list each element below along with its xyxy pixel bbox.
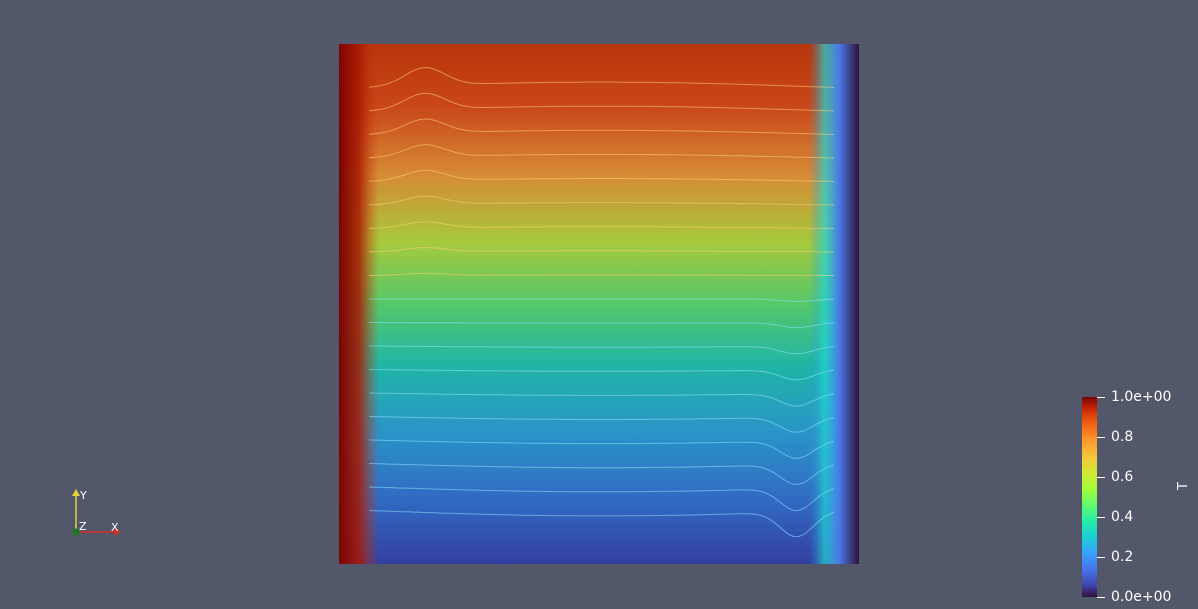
isoline <box>368 118 835 135</box>
temperature-field-plot[interactable] <box>339 44 859 564</box>
z-axis-dot <box>72 528 80 536</box>
left-hot-wall <box>339 44 379 564</box>
colorbar-tick-label: 0.4 <box>1111 509 1134 525</box>
orientation-axes-svg: Y X Z <box>72 489 121 536</box>
right-cold-wall <box>809 44 859 564</box>
isoline <box>369 322 835 329</box>
z-axis-label: Z <box>79 520 87 533</box>
orientation-axes: Y X Z <box>60 484 130 544</box>
colorbar-tick <box>1097 397 1105 398</box>
isoline <box>368 221 835 229</box>
isoline <box>369 298 835 302</box>
isoline <box>368 144 835 159</box>
colorbar-gradient <box>1082 397 1097 597</box>
isoline <box>368 510 835 538</box>
y-axis-label: Y <box>79 489 87 502</box>
isoline <box>368 169 835 182</box>
colorbar-tick-label: 0.0e+00 <box>1111 589 1172 605</box>
isoline <box>368 67 835 88</box>
x-axis-label: X <box>111 521 119 534</box>
isoline <box>368 369 835 381</box>
isoline <box>368 195 835 206</box>
isoline <box>368 486 835 512</box>
isoline <box>368 92 835 112</box>
y-axis-arrow <box>72 489 80 496</box>
colorbar-tick <box>1097 557 1105 558</box>
colorbar-tick <box>1097 477 1105 478</box>
isoline <box>368 247 834 253</box>
x-axis-arrow <box>114 528 121 536</box>
colorbar-tick <box>1097 597 1105 598</box>
temperature-field-svg <box>339 44 859 564</box>
colorbar-tick-label: 0.8 <box>1111 429 1134 445</box>
field-background <box>339 44 859 564</box>
isoline <box>368 439 835 459</box>
colorbar-title: T <box>1176 482 1191 490</box>
colorbar-tick-label: 0.2 <box>1111 549 1134 565</box>
colorbar-tick <box>1097 517 1105 518</box>
colorbar-tick-label: 0.6 <box>1111 469 1134 485</box>
isoline <box>368 463 835 485</box>
isolines-group <box>368 67 835 538</box>
isoline <box>368 392 835 407</box>
colorbar-legend[interactable]: 1.0e+00 0.8 0.6 0.4 0.2 0.0e+00 T <box>1060 380 1198 609</box>
isoline <box>368 272 834 276</box>
colorbar-tick <box>1097 437 1105 438</box>
isoline <box>368 416 835 433</box>
colorbar-tick-label: 1.0e+00 <box>1111 389 1172 405</box>
isoline <box>369 345 835 355</box>
